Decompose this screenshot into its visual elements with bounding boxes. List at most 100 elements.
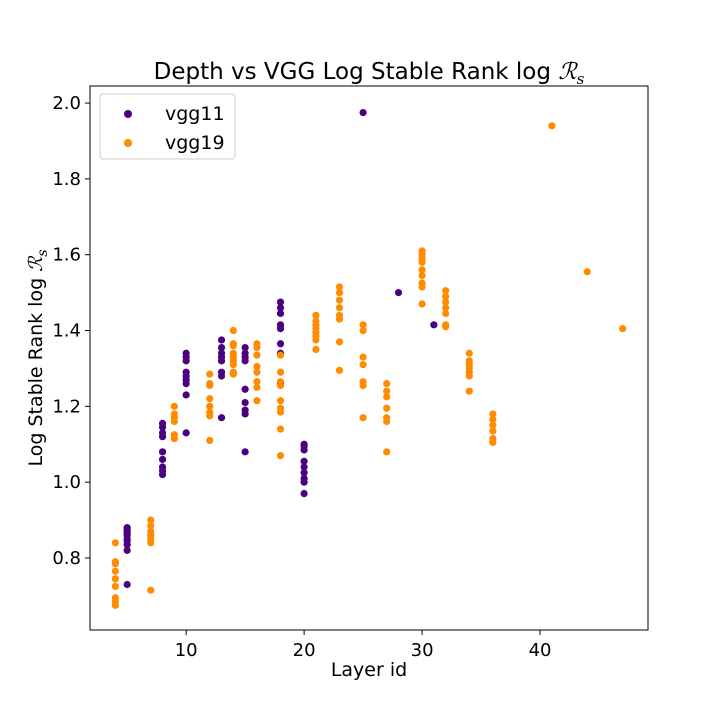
point-vgg11-56: [300, 469, 308, 477]
y-tick-label-1.4: 1.4: [52, 321, 81, 342]
point-vgg19-78: [359, 321, 367, 329]
point-vgg19-84: [383, 387, 391, 395]
chart-title-subscript: s: [577, 70, 585, 88]
point-vgg19-44: [253, 351, 261, 359]
point-vgg19-114: [489, 410, 497, 418]
point-vgg11-53: [300, 489, 308, 498]
point-vgg19-101: [442, 287, 450, 295]
point-vgg19-74: [359, 378, 367, 386]
point-vgg19-24: [206, 408, 214, 416]
point-vgg19-65: [335, 338, 344, 346]
point-vgg19-40: [253, 383, 261, 391]
point-vgg19-76: [359, 353, 367, 361]
y-axis-label: Log Stable Rank log ℛs: [25, 249, 51, 466]
point-vgg19-113: [489, 416, 497, 424]
plot-area: 10 20 30 40 0.8 1.0 1.2 1.4 1.6 1.8 2.0: [52, 85, 649, 661]
y-tick-label-0.8: 0.8: [52, 548, 81, 569]
point-vgg11-38: [241, 406, 249, 414]
point-vgg19-89: [418, 271, 426, 280]
point-vgg11-12: [158, 463, 167, 471]
point-vgg19-88: [418, 279, 426, 287]
point-vgg19-77: [359, 326, 367, 335]
point-vgg11-43: [241, 349, 249, 357]
point-vgg11-28: [217, 414, 226, 422]
point-vgg19-51: [276, 397, 285, 405]
point-vgg19-96: [442, 321, 450, 329]
data-points: [111, 108, 627, 609]
point-vgg19-25: [206, 402, 214, 410]
point-vgg19-71: [335, 283, 344, 291]
point-vgg11-47: [276, 340, 285, 348]
point-vgg19-20: [170, 410, 178, 418]
point-vgg19-43: [253, 362, 261, 371]
y-tick-label-1.8: 1.8: [52, 169, 81, 190]
point-vgg19-67: [335, 311, 344, 319]
axes-frame: [89, 85, 649, 631]
point-vgg19-50: [276, 404, 285, 412]
point-vgg19-85: [383, 379, 391, 388]
chart-title-text: Depth vs VGG Log Stable Rank log: [154, 59, 559, 85]
x-tick-label-30: 30: [411, 640, 434, 661]
point-vgg11-20: [182, 391, 190, 399]
point-vgg19-47: [276, 452, 285, 460]
point-vgg11-35: [217, 336, 226, 344]
point-vgg11-63: [394, 289, 403, 297]
point-vgg11-33: [217, 349, 226, 357]
point-vgg19-42: [253, 368, 261, 376]
y-tick-label-2.0: 2.0: [52, 93, 81, 114]
point-vgg19-75: [359, 361, 367, 369]
point-vgg11-39: [241, 398, 249, 407]
point-vgg19-79: [383, 448, 391, 456]
point-vgg11-27: [182, 349, 190, 357]
point-vgg19-98: [442, 304, 450, 312]
point-vgg19-100: [442, 292, 450, 300]
point-vgg19-17: [170, 431, 178, 439]
legend-label-vgg11: vgg11: [165, 103, 225, 125]
point-vgg19-55: [276, 351, 285, 359]
point-vgg19-31: [229, 368, 237, 376]
point-vgg19-107: [465, 357, 473, 365]
y-tick-label-1.6: 1.6: [52, 245, 81, 266]
x-axis-label: Layer id: [331, 659, 407, 681]
point-vgg19-68: [335, 304, 344, 312]
point-vgg19-116: [583, 268, 591, 276]
y-axis-label-text: Log Stable Rank log: [25, 272, 47, 467]
point-vgg19-28: [206, 379, 214, 388]
point-vgg19-7: [111, 558, 119, 566]
point-vgg19-62: [312, 317, 320, 325]
y-tick-label-1.2: 1.2: [52, 396, 81, 417]
point-vgg19-81: [383, 414, 391, 422]
point-vgg19-99: [442, 298, 450, 306]
point-vgg11-58: [300, 457, 308, 465]
point-vgg11-34: [217, 343, 226, 352]
point-vgg11-18: [158, 419, 167, 427]
point-vgg11-30: [217, 368, 226, 376]
point-vgg19-90: [418, 266, 426, 274]
point-vgg19-2: [111, 594, 119, 602]
point-vgg19-111: [489, 427, 497, 435]
point-vgg19-112: [489, 421, 497, 429]
point-vgg11-40: [241, 385, 249, 393]
point-vgg19-21: [170, 402, 178, 410]
point-vgg19-102: [465, 387, 473, 395]
point-vgg19-35: [229, 349, 237, 357]
legend-box: [99, 93, 236, 160]
point-vgg19-94: [418, 247, 426, 255]
point-vgg11-24: [182, 368, 190, 376]
point-vgg19-13: [147, 527, 155, 536]
y-axis-label-subscript: s: [35, 249, 51, 256]
point-vgg11-50: [276, 309, 285, 318]
point-vgg19-82: [383, 404, 391, 412]
point-vgg19-9: [147, 586, 155, 594]
point-vgg19-54: [276, 368, 285, 376]
point-vgg19-108: [465, 349, 473, 357]
point-vgg11-36: [241, 448, 249, 456]
legend-label-vgg19: vgg19: [165, 132, 225, 154]
legend-marker-vgg19: [124, 139, 132, 147]
point-vgg19-37: [229, 340, 237, 348]
point-vgg19-97: [442, 309, 450, 318]
point-vgg19-15: [147, 516, 155, 524]
point-vgg19-14: [147, 522, 155, 530]
x-tick-label-40: 40: [529, 640, 552, 661]
